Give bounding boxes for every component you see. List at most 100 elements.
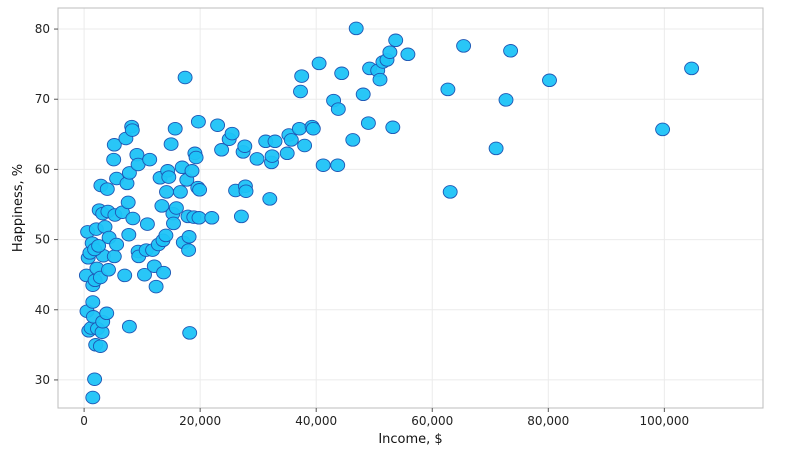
data-point [355, 87, 371, 102]
y-axis-ticks: 30 40 50 60 70 80 [35, 22, 58, 387]
data-point [166, 216, 181, 231]
data-point [106, 249, 122, 264]
data-point [503, 44, 519, 58]
data-point [334, 66, 350, 81]
data-point [92, 339, 108, 353]
data-point [192, 183, 208, 197]
data-points [78, 21, 700, 405]
data-point [121, 166, 137, 180]
data-point [294, 69, 310, 83]
data-point [264, 149, 280, 163]
y-tick-label: 50 [35, 233, 50, 247]
data-point [181, 243, 197, 257]
data-point [182, 326, 198, 340]
data-point [238, 184, 254, 198]
data-point [172, 185, 188, 199]
data-point [148, 279, 164, 294]
data-point [159, 185, 174, 199]
x-tick-label: 60,000 [411, 414, 453, 428]
data-point [456, 39, 472, 53]
data-point [184, 164, 200, 178]
data-point [330, 102, 346, 116]
x-tick-label: 80,000 [527, 414, 569, 428]
data-point [283, 133, 299, 147]
data-point [156, 265, 172, 280]
data-point [224, 126, 240, 141]
data-point [120, 195, 136, 210]
x-tick-label: 20,000 [179, 414, 221, 428]
data-point [181, 230, 197, 244]
data-point [167, 121, 183, 136]
data-point [204, 211, 220, 225]
data-point [125, 211, 141, 226]
data-point [99, 306, 115, 321]
data-point [85, 295, 101, 309]
data-point [117, 268, 133, 283]
data-point [360, 116, 376, 130]
x-tick-label: 100,000 [640, 414, 690, 428]
data-point [177, 70, 193, 85]
data-point [188, 150, 204, 165]
data-point [85, 390, 101, 405]
data-point [106, 152, 122, 167]
gridlines [58, 8, 763, 408]
data-point [655, 122, 671, 137]
y-tick-label: 40 [35, 303, 50, 317]
data-point [498, 93, 514, 107]
x-axis-title: Income, $ [378, 432, 442, 447]
x-tick-label: 40,000 [295, 414, 337, 428]
data-point [385, 120, 401, 135]
data-point [440, 82, 456, 97]
data-point [267, 134, 283, 149]
data-point [488, 141, 504, 156]
data-point [233, 209, 249, 224]
y-axis-title: Happiness, % [11, 164, 26, 252]
data-point [99, 182, 115, 196]
data-point [442, 185, 458, 199]
data-point [210, 118, 226, 132]
data-point [315, 158, 331, 172]
data-point [382, 45, 398, 59]
data-point [345, 133, 361, 147]
data-point [311, 56, 327, 71]
data-point [124, 123, 140, 137]
data-point [330, 158, 346, 172]
data-point [191, 211, 207, 225]
data-point [137, 267, 152, 282]
x-axis-ticks: 0 20,000 40,000 60,000 80,000 100,000 [80, 408, 689, 428]
data-point [109, 237, 125, 252]
x-tick-label: 0 [80, 414, 88, 428]
data-point [91, 239, 107, 253]
y-tick-label: 70 [35, 92, 50, 106]
data-point [121, 227, 137, 242]
y-tick-label: 30 [35, 373, 50, 387]
plot-panel-border [57, 7, 764, 409]
data-point [154, 199, 170, 213]
data-point [101, 263, 116, 277]
data-point [684, 61, 700, 76]
data-point [106, 138, 122, 152]
data-point [121, 319, 137, 334]
data-point [142, 152, 158, 167]
data-point [168, 201, 184, 215]
data-point [388, 33, 404, 48]
data-point [214, 143, 230, 157]
data-point [139, 217, 155, 231]
data-point [293, 84, 308, 99]
data-point [190, 114, 206, 129]
data-point [297, 138, 313, 153]
y-tick-label: 80 [35, 22, 50, 36]
data-point [348, 21, 364, 36]
data-point [87, 372, 103, 386]
data-point [158, 228, 174, 243]
data-point [161, 170, 177, 184]
data-point [279, 146, 295, 161]
data-point [249, 152, 265, 166]
data-point [237, 139, 253, 153]
data-point [305, 121, 321, 136]
data-point [400, 47, 416, 62]
data-point [372, 72, 388, 87]
data-point [163, 137, 179, 151]
data-point [291, 121, 307, 136]
